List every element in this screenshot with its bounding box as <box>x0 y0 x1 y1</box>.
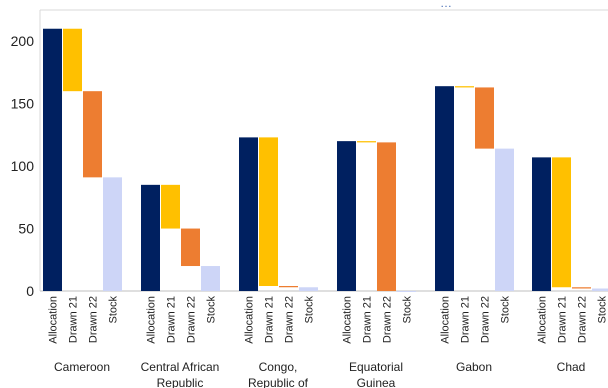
category-label: Central African <box>141 360 220 374</box>
x-tick-label: Drawn 22 <box>382 296 394 343</box>
x-tick-label: Drawn 21 <box>362 296 374 343</box>
x-tick-label: Stock <box>304 296 316 324</box>
bar-drawn-21 <box>552 157 571 288</box>
x-tick-label: Allocation <box>48 296 60 344</box>
x-tick-label: Drawn 22 <box>88 296 100 343</box>
x-tick-label: Drawn 21 <box>557 296 569 343</box>
category-label: Equatorial <box>349 360 403 374</box>
bar-drawn-22 <box>377 142 396 291</box>
bar-drawn-21 <box>63 28 82 92</box>
category-label: Guinea <box>357 376 396 388</box>
category-label: Gabon <box>456 360 492 374</box>
x-tick-label: Allocation <box>342 296 354 344</box>
bar-drawn-22 <box>83 91 102 178</box>
x-tick-label: Drawn 21 <box>166 296 178 343</box>
y-tick-label: 200 <box>11 33 35 49</box>
x-tick-label: Drawn 21 <box>460 296 472 343</box>
x-tick-label: Allocation <box>244 296 256 344</box>
bar-allocation <box>337 141 356 291</box>
category-label: Cameroon <box>54 360 110 374</box>
x-tick-label: Drawn 21 <box>68 296 80 343</box>
bar-drawn-21 <box>161 184 180 229</box>
bar-allocation <box>532 157 551 291</box>
x-tick-label: Drawn 22 <box>480 296 492 343</box>
bar-drawn-21 <box>455 86 474 88</box>
bar-allocation <box>43 28 62 291</box>
bar-drawn-21 <box>357 141 376 143</box>
y-tick-label: 0 <box>26 283 34 299</box>
x-tick-label: Stock <box>500 296 512 324</box>
x-tick-label: Drawn 22 <box>186 296 198 343</box>
bar-allocation <box>435 86 454 291</box>
bar-stock <box>592 288 608 291</box>
bar-drawn-22 <box>279 286 298 288</box>
bar-allocation <box>239 137 258 291</box>
x-tick-label: Stock <box>402 296 414 324</box>
category-label: Chad <box>557 360 586 374</box>
bar-stock <box>201 266 220 291</box>
bar-allocation <box>141 184 160 291</box>
y-tick-label: 150 <box>11 96 35 112</box>
bar-drawn-22 <box>475 87 494 149</box>
bar-stock <box>299 287 318 291</box>
x-tick-label: Stock <box>597 296 608 324</box>
x-tick-label: Allocation <box>537 296 549 344</box>
category-label: Congo, <box>259 360 298 374</box>
bar-drawn-22 <box>572 287 591 289</box>
x-tick-label: Drawn 21 <box>264 296 276 343</box>
bar-stock <box>397 291 416 292</box>
x-tick-label: Stock <box>108 296 120 324</box>
bar-drawn-22 <box>181 228 200 267</box>
bar-drawn-21 <box>259 137 278 287</box>
chart-title-fragment: … <box>440 0 452 10</box>
bar-stock <box>103 177 122 291</box>
bar-stock <box>495 148 514 291</box>
x-tick-label: Allocation <box>146 296 158 344</box>
x-tick-label: Stock <box>206 296 218 324</box>
y-tick-label: 50 <box>18 221 34 237</box>
x-tick-label: Allocation <box>440 296 452 344</box>
x-tick-label: Drawn 22 <box>284 296 296 343</box>
y-tick-label: 100 <box>11 158 35 174</box>
x-tick-label: Drawn 22 <box>577 296 589 343</box>
category-label: Republic of <box>248 376 309 388</box>
category-label: Republic <box>157 376 204 388</box>
